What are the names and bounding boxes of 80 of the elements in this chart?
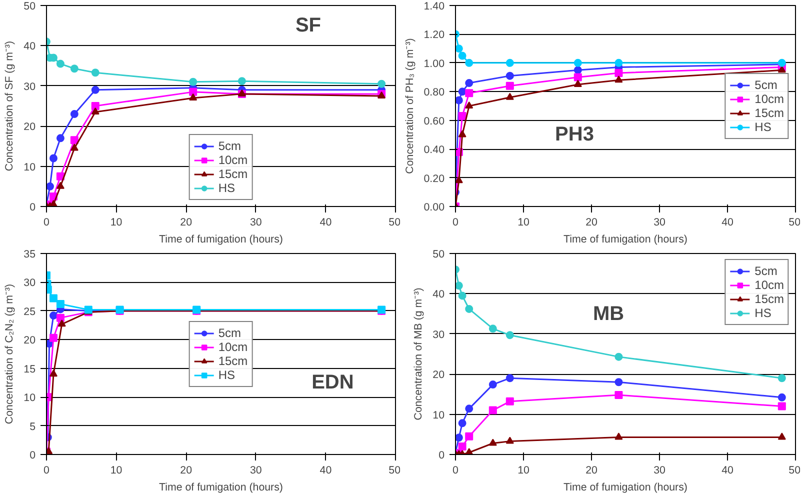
- legend-label: HS: [754, 120, 772, 134]
- x-tick-label: 20: [180, 216, 192, 228]
- x-axis-title: Time of fumigation (hours): [564, 482, 688, 494]
- y-tick-label: 20: [24, 334, 36, 347]
- y-tick-label: 20: [432, 369, 445, 382]
- legend-label: 10cm: [754, 278, 784, 292]
- x-tick-label: 40: [722, 464, 734, 476]
- y-tick-label: 30: [24, 80, 36, 93]
- text: SF: [295, 14, 322, 37]
- y-tick-label: 1.20: [424, 29, 445, 42]
- y-axis-title: Concentration of PH₃ (g m⁻³): [404, 38, 416, 174]
- y-tick-label: 35: [24, 248, 36, 260]
- x-tick-label: 20: [586, 464, 598, 476]
- y-tick-label: 0: [438, 450, 445, 462]
- legend-label: 5cm: [754, 78, 778, 92]
- y-tick-label: 1.00: [424, 58, 445, 70]
- x-tick-label: 30: [250, 464, 262, 476]
- x-tick-label: 20: [586, 216, 598, 228]
- y-tick-label: 0: [30, 202, 36, 214]
- legend-label: 15cm: [218, 354, 248, 368]
- legend-label: 10cm: [218, 153, 248, 167]
- y-tick-label: 20: [24, 121, 36, 134]
- legend-label: HS: [218, 181, 236, 195]
- y-tick-label: 0.00: [424, 202, 445, 214]
- text: PH3: [555, 124, 594, 146]
- x-tick-label: 40: [320, 464, 332, 476]
- x-tick-label: 50: [388, 216, 401, 228]
- legend-label: 5cm: [218, 326, 241, 340]
- y-axis-title: Concentration of MB (g m⁻³): [412, 288, 425, 420]
- x-tick-label: 30: [654, 464, 666, 476]
- y-tick-label: 0.80: [424, 86, 445, 99]
- y-tick-label: 40: [432, 288, 445, 301]
- y-tick-label: 30: [432, 328, 445, 341]
- y-tick-label: 40: [24, 40, 36, 53]
- x-axis-title: Time of fumigation (hours): [159, 234, 283, 246]
- x-tick-label: 0: [452, 464, 459, 476]
- legend-label: 5cm: [754, 264, 778, 278]
- y-tick-label: 1.40: [424, 0, 445, 12]
- legend-label: 15cm: [218, 167, 248, 181]
- x-tick-label: 0: [44, 464, 50, 476]
- y-tick-label: 0: [30, 450, 36, 462]
- legend-label: 15cm: [754, 292, 784, 306]
- y-tick-label: 10: [24, 161, 36, 174]
- x-tick-label: 40: [722, 216, 734, 228]
- y-tick-label: 0.60: [424, 115, 445, 128]
- x-tick-label: 50: [388, 464, 401, 476]
- x-tick-label: 0: [44, 216, 50, 228]
- x-tick-label: 10: [518, 464, 530, 476]
- y-axis-title: Concentration of SF (g m⁻³): [4, 40, 16, 172]
- x-axis-title: Time of fumigation (hours): [564, 234, 688, 246]
- x-tick-label: 40: [320, 216, 332, 228]
- text: EDN: [312, 372, 354, 394]
- x-tick-label: 50: [788, 464, 801, 476]
- y-axis-title: Concentration of C₂N₂ (g m⁻³): [4, 284, 16, 424]
- legend-label: 5cm: [218, 139, 241, 153]
- x-axis-title: Time of fumigation (hours): [159, 482, 283, 494]
- x-tick-label: 10: [518, 216, 530, 228]
- legend-label: 10cm: [218, 340, 248, 354]
- y-tick-label: 10: [24, 392, 36, 404]
- x-tick-label: 30: [250, 216, 262, 228]
- y-tick-label: 50: [432, 248, 445, 260]
- legend-label: HS: [218, 368, 236, 382]
- legend-label: 10cm: [754, 92, 784, 106]
- x-tick-label: 0: [452, 216, 459, 228]
- x-tick-label: 50: [788, 216, 801, 228]
- x-tick-label: 20: [180, 464, 192, 476]
- text: MB: [592, 302, 624, 325]
- y-tick-label: 25: [24, 306, 36, 318]
- y-tick-label: 0.20: [424, 172, 445, 185]
- y-tick-label: 30: [24, 277, 36, 290]
- legend-label: HS: [754, 306, 772, 320]
- legend-label: 15cm: [754, 106, 784, 120]
- x-tick-label: 10: [110, 464, 122, 476]
- y-tick-label: 15: [24, 363, 36, 376]
- y-tick-label: 50: [24, 0, 36, 12]
- y-tick-label: 0.40: [424, 144, 445, 156]
- x-tick-label: 30: [654, 216, 666, 228]
- y-tick-label: 5: [30, 420, 36, 433]
- y-tick-label: 10: [432, 409, 445, 422]
- x-tick-label: 10: [110, 216, 122, 228]
